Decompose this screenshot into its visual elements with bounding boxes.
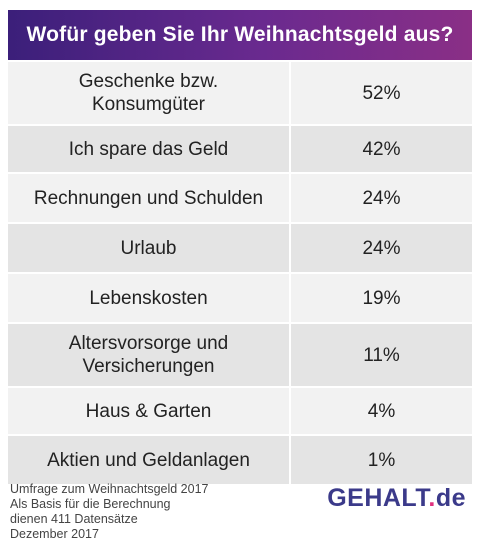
row-value: 4% [291, 388, 472, 434]
table-row: Lebenskosten 19% [8, 274, 472, 324]
table-row: Urlaub 24% [8, 224, 472, 274]
results-table: Geschenke bzw. Konsumgüter 52% Ich spare d… [8, 62, 472, 486]
table-row: Aktien und Geldanlagen 1% [8, 436, 472, 486]
row-value: 42% [291, 126, 472, 172]
row-value: 19% [291, 274, 472, 322]
row-label: Ich spare das Geld [8, 126, 291, 172]
row-label: Lebenskosten [8, 274, 291, 322]
row-value: 1% [291, 436, 472, 484]
logo-brand: GEHALT [327, 484, 429, 512]
survey-footnote: Umfrage zum Weihnachtsgeld 2017 Als Basi… [10, 482, 209, 541]
gehalt-logo: GEHALT.de [327, 484, 466, 513]
table-header: Wofür geben Sie Ihr Weihnachtsgeld aus? [8, 10, 472, 60]
logo-dot: . [428, 484, 436, 512]
table-row: Haus & Garten 4% [8, 388, 472, 436]
survey-table-card: Wofür geben Sie Ihr Weihnachtsgeld aus? … [8, 10, 472, 486]
row-label: Geschenke bzw. Konsumgüter [8, 62, 291, 124]
row-label: Aktien und Geldanlagen [8, 436, 291, 484]
logo-tld: de [435, 484, 466, 512]
table-row: Ich spare das Geld 42% [8, 126, 472, 174]
row-label: Rechnungen und Schulden [8, 174, 291, 222]
table-row: Rechnungen und Schulden 24% [8, 174, 472, 224]
row-label: Urlaub [8, 224, 291, 272]
table-row: Geschenke bzw. Konsumgüter 52% [8, 62, 472, 126]
row-value: 11% [291, 324, 472, 386]
chart-title: Wofür geben Sie Ihr Weihnachtsgeld aus? [26, 23, 454, 46]
row-label: Altersvorsorge und Versicherungen [8, 324, 291, 386]
row-label: Haus & Garten [8, 388, 291, 434]
row-value: 24% [291, 174, 472, 222]
row-value: 24% [291, 224, 472, 272]
row-value: 52% [291, 62, 472, 124]
table-row: Altersvorsorge und Versicherungen 11% [8, 324, 472, 388]
